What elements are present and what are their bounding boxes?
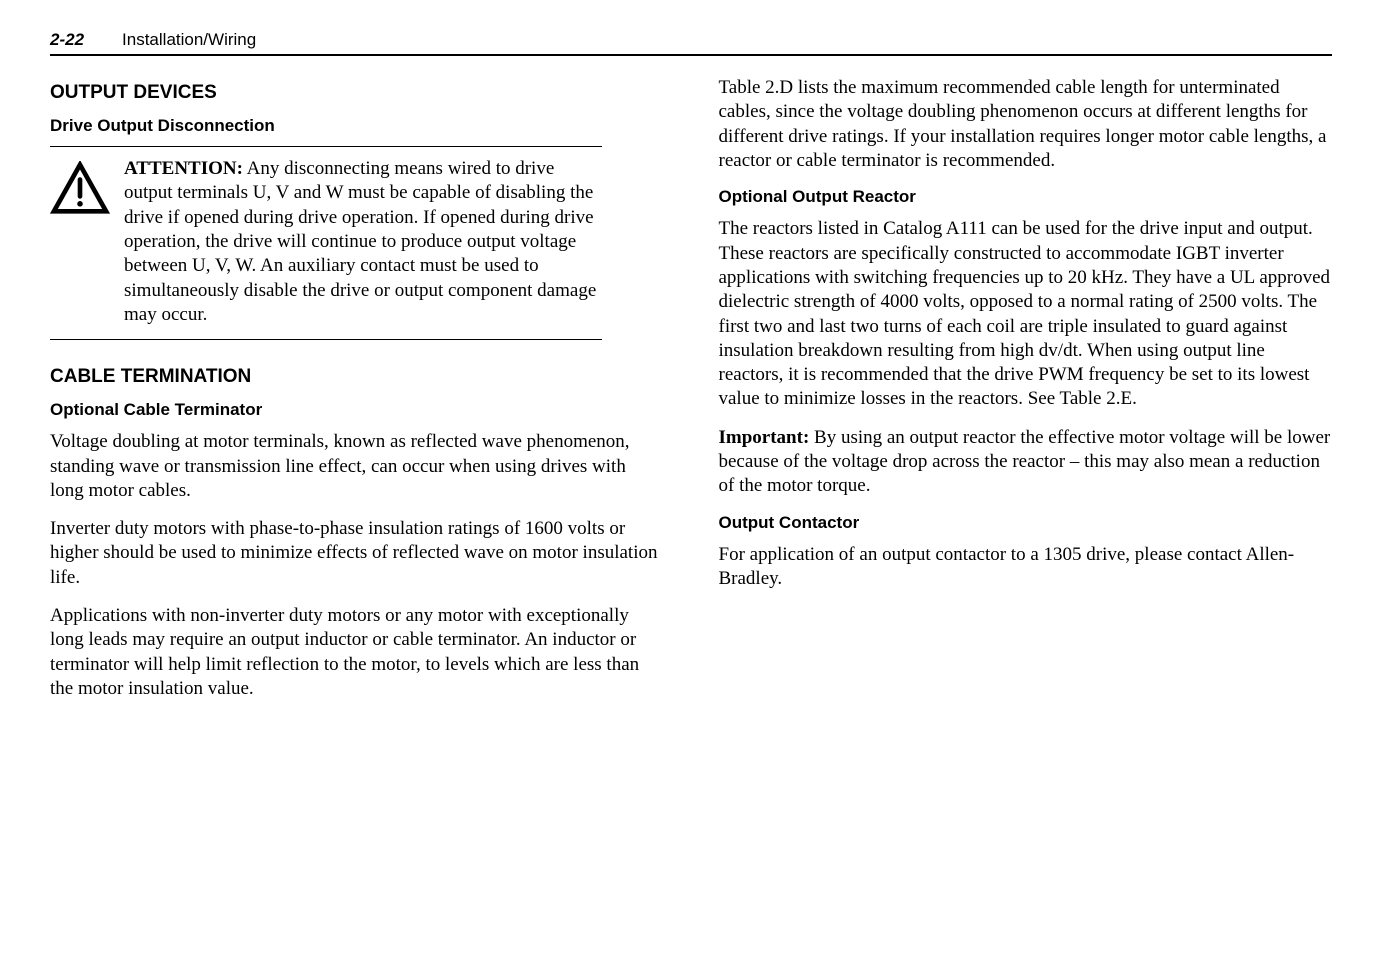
subheading-drive-output-disconnection: Drive Output Disconnection: [50, 116, 664, 136]
important-paragraph: Important: By using an output reactor th…: [719, 426, 1333, 499]
attention-label: ATTENTION:: [124, 158, 243, 179]
subheading-optional-output-reactor: Optional Output Reactor: [719, 187, 1333, 207]
left-column: OUTPUT DEVICES Drive Output Disconnectio…: [50, 76, 664, 715]
page-section-title: Installation/Wiring: [122, 30, 256, 50]
attention-body: Any disconnecting means wired to drive o…: [124, 158, 596, 325]
content-columns: OUTPUT DEVICES Drive Output Disconnectio…: [50, 76, 1332, 715]
right-column: Table 2.D lists the maximum recommended …: [719, 76, 1333, 715]
paragraph: The reactors listed in Catalog A111 can …: [719, 217, 1333, 412]
page-number: 2-22: [50, 30, 84, 50]
attention-text: ATTENTION: Any disconnecting means wired…: [124, 157, 602, 327]
paragraph: For application of an output contactor t…: [719, 543, 1333, 592]
paragraph: Table 2.D lists the maximum recommended …: [719, 76, 1333, 173]
paragraph: Inverter duty motors with phase-to-phase…: [50, 517, 664, 590]
important-label: Important:: [719, 427, 810, 448]
subheading-output-contactor: Output Contactor: [719, 513, 1333, 533]
heading-cable-termination: CABLE TERMINATION: [50, 366, 664, 388]
paragraph: Applications with non-inverter duty moto…: [50, 604, 664, 701]
subheading-optional-cable-terminator: Optional Cable Terminator: [50, 400, 664, 420]
important-body: By using an output reactor the effective…: [719, 427, 1331, 497]
paragraph: Voltage doubling at motor terminals, kno…: [50, 430, 664, 503]
warning-triangle-icon: [50, 157, 110, 327]
attention-box: ATTENTION: Any disconnecting means wired…: [50, 146, 602, 340]
page-header: 2-22 Installation/Wiring: [50, 30, 1332, 56]
heading-output-devices: OUTPUT DEVICES: [50, 82, 664, 104]
